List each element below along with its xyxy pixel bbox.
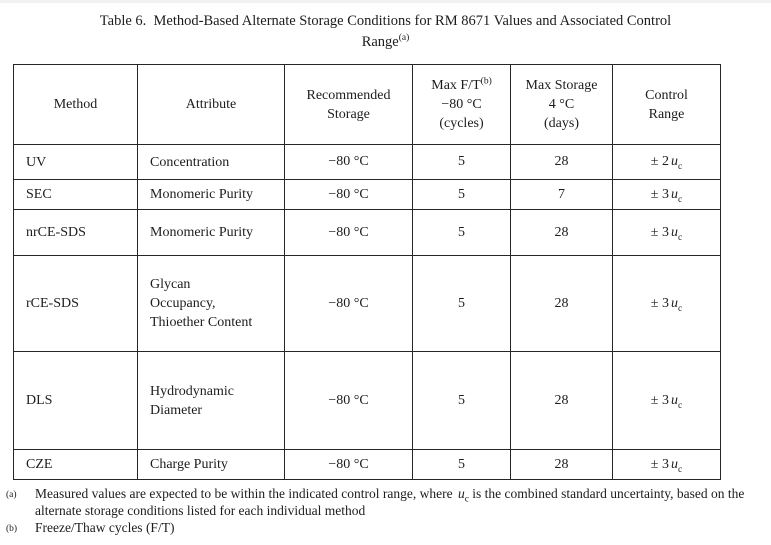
attribute-cell: Concentration — [137, 144, 285, 180]
col-header-control-range: Control Range — [612, 64, 721, 145]
footnote-a: (a) Measured values are expected to be w… — [6, 486, 767, 519]
days-cell: 28 — [510, 449, 613, 480]
control-range-cell: ± 3 uc — [612, 351, 721, 450]
footnote-marker-b: (b) — [6, 524, 18, 534]
control-range-cell: ± 2 uc — [612, 144, 721, 180]
control-range-value: ± 3 uc — [650, 224, 683, 243]
control-range-value: ± 3 uc — [650, 186, 683, 205]
table-row-sec: SEC Monomeric Purity −80 °C 5 7 ± 3 uc — [13, 179, 721, 210]
storage-cell: −80 °C — [284, 351, 413, 450]
table-row-cze: CZE Charge Purity −80 °C 5 28 ± 3 uc — [13, 449, 721, 480]
control-range-value: ± 3 uc — [650, 392, 683, 411]
table-title-line1: Table 6. Method-Based Alternate Storage … — [99, 13, 672, 29]
table-title: Table 6. Method-Based Alternate Storage … — [0, 11, 771, 53]
control-range-cell: ± 3 uc — [612, 209, 721, 256]
table-row-uv: UV Concentration −80 °C 5 28 ± 2 uc — [13, 144, 721, 180]
control-range-value: ± 3 uc — [650, 295, 683, 314]
footnote-b: (b) Freeze/Thaw cycles (F/T) — [6, 520, 767, 538]
table-title-line2: Range(a) — [0, 32, 771, 53]
footnote-text-a: Measured values are expected to be withi… — [35, 486, 745, 518]
method-cell: rCE-SDS — [13, 255, 138, 352]
cycles-cell: 5 — [412, 179, 511, 210]
scan-edge-artifact — [0, 0, 771, 3]
table-header-row: Method Attribute Recommended Storage Max… — [13, 64, 721, 145]
days-cell: 28 — [510, 255, 613, 352]
cycles-cell: 5 — [412, 255, 511, 352]
cycles-cell: 5 — [412, 449, 511, 480]
control-range-cell: ± 3 uc — [612, 179, 721, 210]
footnote-marker-a: (a) — [6, 490, 17, 500]
method-cell: DLS — [13, 351, 138, 450]
control-range-cell: ± 3 uc — [612, 255, 721, 352]
cycles-cell: 5 — [412, 209, 511, 256]
days-cell: 28 — [510, 144, 613, 180]
attribute-cell: Hydrodynamic Diameter — [137, 351, 285, 450]
control-range-value: ± 3 uc — [650, 456, 683, 475]
control-range-value: ± 2 uc — [650, 154, 683, 172]
footnote-text-b: Freeze/Thaw cycles (F/T) — [35, 520, 175, 535]
days-cell: 28 — [510, 209, 613, 256]
footnote-ref-b: (b) — [480, 76, 492, 87]
days-cell: 28 — [510, 351, 613, 450]
footnote-ref-a: (a) — [398, 33, 410, 44]
attribute-cell: Glycan Occupancy, Thioether Content — [137, 255, 285, 352]
storage-cell: −80 °C — [284, 179, 413, 210]
method-cell: CZE — [13, 449, 138, 480]
cycles-cell: 5 — [412, 144, 511, 180]
attribute-cell: Charge Purity — [137, 449, 285, 480]
cycles-cell: 5 — [412, 351, 511, 450]
table-row-nrce-sds: nrCE-SDS Monomeric Purity −80 °C 5 28 ± … — [13, 209, 721, 256]
table-title-range: Range — [361, 34, 399, 50]
storage-cell: −80 °C — [284, 209, 413, 256]
storage-cell: −80 °C — [284, 255, 413, 352]
storage-cell: −80 °C — [284, 144, 413, 180]
col-header-max-storage: Max Storage 4 °C (days) — [510, 64, 613, 145]
table-row-dls: DLS Hydrodynamic Diameter −80 °C 5 28 ± … — [13, 351, 721, 450]
attribute-cell: Monomeric Purity — [137, 179, 285, 210]
col-header-method: Method — [13, 64, 138, 145]
table-row-rce-sds: rCE-SDS Glycan Occupancy, Thioether Cont… — [13, 255, 721, 352]
method-cell: SEC — [13, 179, 138, 210]
attribute-cell: Monomeric Purity — [137, 209, 285, 256]
storage-conditions-table: Method Attribute Recommended Storage Max… — [13, 64, 721, 480]
method-cell: nrCE-SDS — [13, 209, 138, 256]
col-header-attribute: Attribute — [137, 64, 285, 145]
days-cell: 7 — [510, 179, 613, 210]
control-range-cell: ± 3 uc — [612, 449, 721, 480]
footnotes: (a) Measured values are expected to be w… — [6, 486, 767, 539]
col-header-max-ft: Max F/T(b) −80 °C (cycles) — [412, 64, 511, 145]
method-cell: UV — [13, 144, 138, 180]
col-header-recommended-storage: Recommended Storage — [284, 64, 413, 145]
storage-cell: −80 °C — [284, 449, 413, 480]
